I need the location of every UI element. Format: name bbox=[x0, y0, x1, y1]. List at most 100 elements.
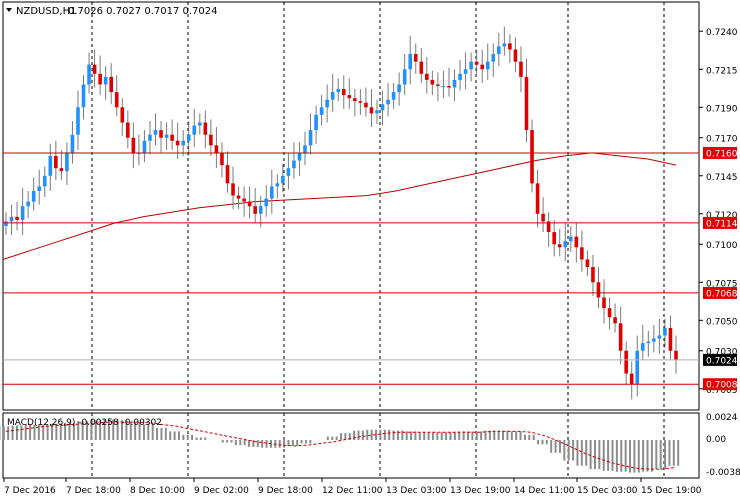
bear-candle[interactable] bbox=[585, 259, 590, 268]
bull-candle[interactable] bbox=[568, 236, 573, 242]
candles-layer[interactable] bbox=[4, 26, 678, 400]
bear-candle[interactable] bbox=[220, 152, 224, 166]
bear-candle[interactable] bbox=[15, 216, 19, 220]
bear-candle[interactable] bbox=[159, 130, 163, 138]
bear-candle[interactable] bbox=[419, 61, 424, 74]
bull-candle[interactable] bbox=[4, 221, 8, 226]
bear-candle[interactable] bbox=[126, 122, 130, 138]
chart-menu-triangle-icon[interactable] bbox=[6, 8, 12, 12]
bull-candle[interactable] bbox=[258, 206, 263, 214]
bull-candle[interactable] bbox=[148, 134, 152, 141]
bull-candle[interactable] bbox=[297, 152, 302, 161]
bull-candle[interactable] bbox=[292, 160, 296, 169]
bull-candle[interactable] bbox=[314, 114, 318, 131]
bear-candle[interactable] bbox=[131, 137, 136, 153]
bear-candle[interactable] bbox=[98, 73, 102, 85]
bull-candle[interactable] bbox=[485, 61, 490, 70]
bull-candle[interactable] bbox=[76, 107, 80, 135]
bear-candle[interactable] bbox=[613, 317, 617, 324]
bear-candle[interactable] bbox=[209, 134, 213, 146]
bull-candle[interactable] bbox=[458, 73, 462, 80]
bull-candle[interactable] bbox=[380, 104, 385, 111]
bull-candle[interactable] bbox=[42, 175, 47, 187]
bear-candle[interactable] bbox=[413, 54, 418, 62]
bear-candle[interactable] bbox=[236, 195, 241, 199]
price-axis[interactable]: 0.72400.72150.71900.71700.71450.71200.71… bbox=[699, 28, 738, 396]
bull-candle[interactable] bbox=[303, 145, 307, 153]
time-axis[interactable]: 7 Dec 2016 7 Dec 18:00 8 Dec 10:00 9 Dec 02… bbox=[3, 478, 702, 496]
bull-candle[interactable] bbox=[37, 186, 42, 191]
bull-candle[interactable] bbox=[275, 183, 280, 187]
bull-candle[interactable] bbox=[497, 46, 501, 55]
bear-candle[interactable] bbox=[519, 61, 523, 77]
bear-candle[interactable] bbox=[358, 101, 363, 103]
bear-candle[interactable] bbox=[92, 64, 97, 74]
bear-candle[interactable] bbox=[580, 247, 584, 260]
bear-candle[interactable] bbox=[524, 76, 529, 131]
bear-candle[interactable] bbox=[242, 198, 246, 202]
bull-candle[interactable] bbox=[408, 54, 413, 70]
bear-candle[interactable] bbox=[436, 84, 440, 86]
bear-candle[interactable] bbox=[253, 206, 257, 214]
bull-candle[interactable] bbox=[402, 69, 407, 85]
bear-candle[interactable] bbox=[347, 95, 352, 99]
bull-candle[interactable] bbox=[153, 130, 158, 135]
bear-candle[interactable] bbox=[624, 350, 628, 374]
bull-candle[interactable] bbox=[81, 84, 86, 108]
bull-candle[interactable] bbox=[657, 335, 662, 339]
bear-candle[interactable] bbox=[203, 122, 208, 135]
bull-candle[interactable] bbox=[281, 175, 285, 184]
bull-candle[interactable] bbox=[26, 201, 30, 207]
bear-candle[interactable] bbox=[629, 373, 634, 385]
bull-candle[interactable] bbox=[635, 350, 640, 385]
bear-candle[interactable] bbox=[353, 98, 357, 102]
bull-candle[interactable] bbox=[142, 140, 147, 153]
bull-candle[interactable] bbox=[663, 327, 667, 336]
bear-candle[interactable] bbox=[225, 165, 230, 184]
bear-candle[interactable] bbox=[175, 140, 180, 146]
bear-candle[interactable] bbox=[607, 308, 612, 318]
bear-candle[interactable] bbox=[480, 64, 484, 70]
bear-candle[interactable] bbox=[552, 232, 556, 245]
bull-candle[interactable] bbox=[375, 110, 379, 114]
bear-candle[interactable] bbox=[557, 244, 562, 248]
bull-candle[interactable] bbox=[491, 54, 496, 62]
bull-candle[interactable] bbox=[652, 338, 656, 342]
bull-candle[interactable] bbox=[319, 107, 324, 115]
bull-candle[interactable] bbox=[65, 152, 69, 172]
bear-candle[interactable] bbox=[546, 221, 551, 233]
bear-candle[interactable] bbox=[54, 155, 58, 169]
bull-candle[interactable] bbox=[330, 92, 335, 100]
bear-candle[interactable] bbox=[341, 89, 346, 96]
bear-candle[interactable] bbox=[513, 49, 518, 62]
bear-candle[interactable] bbox=[474, 61, 479, 65]
bear-candle[interactable] bbox=[109, 76, 114, 93]
bull-candle[interactable] bbox=[452, 79, 457, 88]
bear-candle[interactable] bbox=[535, 183, 540, 214]
bear-candle[interactable] bbox=[369, 107, 374, 114]
bear-candle[interactable] bbox=[541, 213, 545, 222]
bull-candle[interactable] bbox=[20, 206, 25, 220]
bull-candle[interactable] bbox=[463, 69, 468, 74]
bull-candle[interactable] bbox=[198, 122, 202, 126]
bull-candle[interactable] bbox=[308, 130, 313, 146]
bear-candle[interactable] bbox=[674, 350, 678, 360]
bear-candle[interactable] bbox=[425, 73, 429, 80]
bull-candle[interactable] bbox=[336, 89, 341, 93]
bull-candle[interactable] bbox=[286, 168, 291, 176]
bear-candle[interactable] bbox=[59, 168, 64, 172]
bull-candle[interactable] bbox=[70, 134, 75, 153]
bull-candle[interactable] bbox=[397, 84, 401, 93]
bull-candle[interactable] bbox=[441, 85, 446, 87]
bear-candle[interactable] bbox=[618, 323, 623, 351]
bull-candle[interactable] bbox=[48, 155, 53, 176]
bull-candle[interactable] bbox=[325, 99, 329, 108]
horizontal-levels[interactable] bbox=[3, 152, 699, 385]
bear-candle[interactable] bbox=[574, 236, 579, 248]
bull-candle[interactable] bbox=[269, 186, 274, 199]
bull-candle[interactable] bbox=[502, 43, 507, 47]
bull-candle[interactable] bbox=[9, 216, 14, 222]
bear-candle[interactable] bbox=[364, 102, 368, 108]
